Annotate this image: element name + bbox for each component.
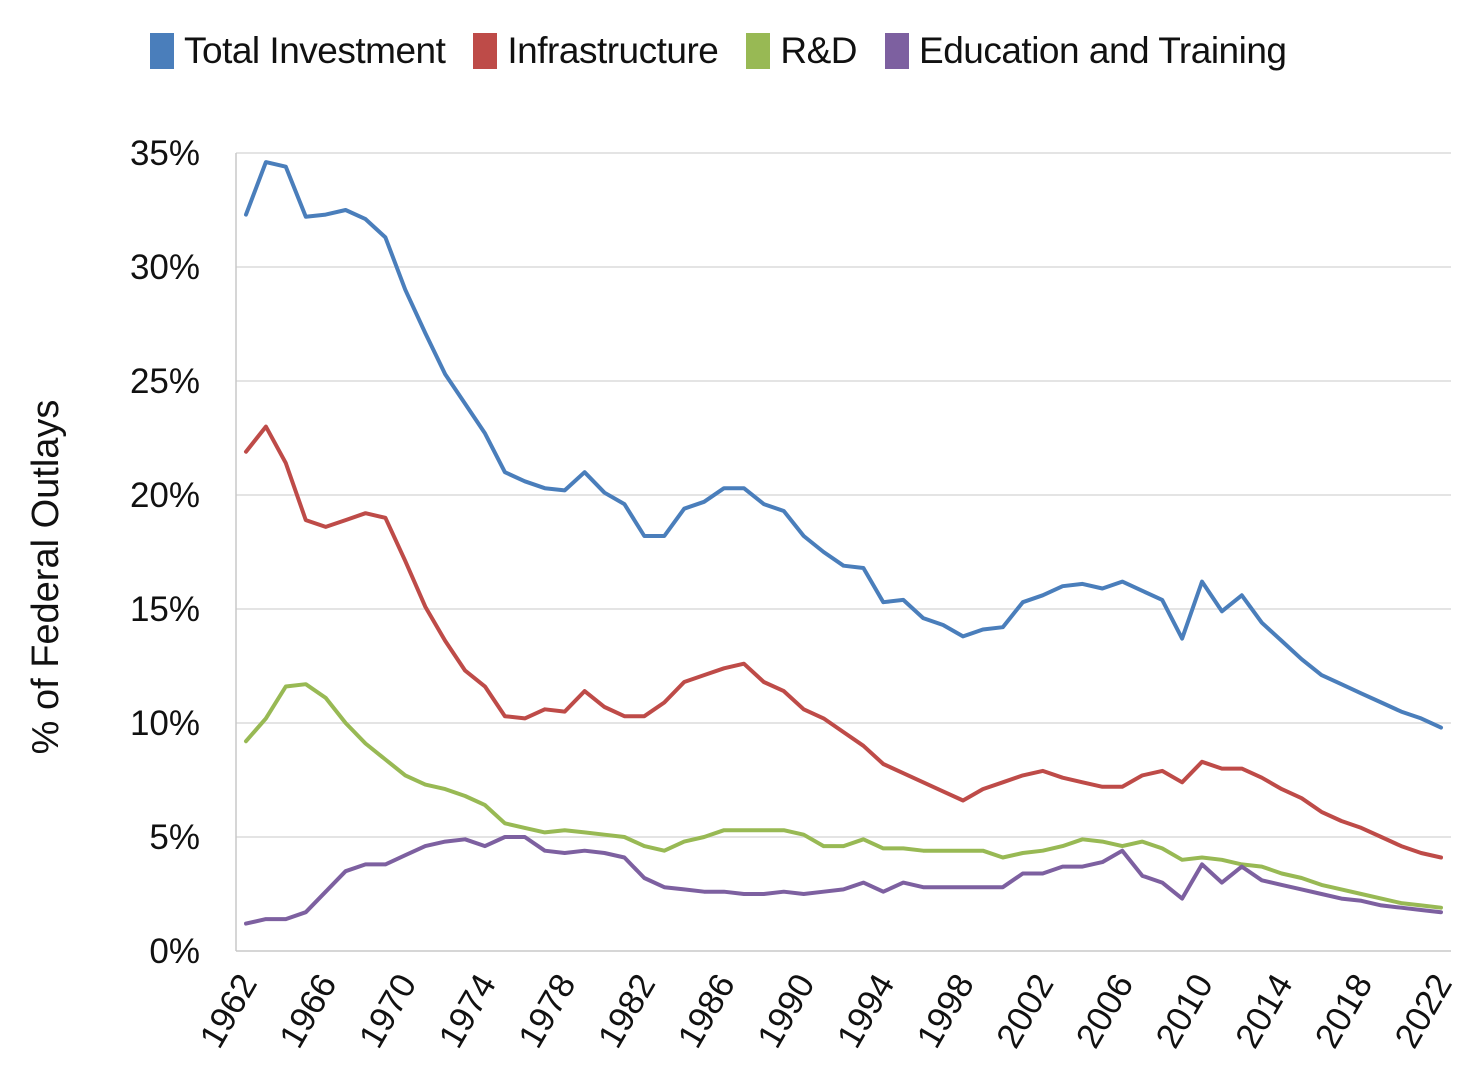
x-tick-label: 2006 bbox=[1069, 968, 1142, 1055]
x-tick-label: 2022 bbox=[1387, 968, 1460, 1055]
x-tick-label: 1970 bbox=[352, 968, 425, 1055]
x-tick-label: 1978 bbox=[511, 968, 584, 1055]
y-tick-label: 25% bbox=[130, 362, 200, 401]
x-tick-label: 2018 bbox=[1308, 968, 1381, 1055]
legend-swatch bbox=[746, 33, 771, 69]
y-tick-label: 15% bbox=[130, 590, 200, 629]
x-tick-label: 1998 bbox=[909, 968, 982, 1055]
series-line-r-d bbox=[244, 682, 1443, 910]
y-tick-label: 0% bbox=[149, 932, 200, 971]
legend-label: R&D bbox=[780, 30, 858, 71]
y-axis-label: % of Federal Outlays bbox=[25, 400, 67, 755]
legend-item: Education and Training bbox=[885, 30, 1287, 72]
series-line-infrastructure bbox=[244, 424, 1443, 860]
legend: Total Investment Infrastructure R&D Educati… bbox=[150, 30, 1315, 72]
legend-item: Total Investment bbox=[150, 30, 446, 72]
legend-swatch bbox=[473, 33, 498, 69]
y-tick-label: 5% bbox=[149, 818, 200, 857]
x-tick-label: 2014 bbox=[1228, 968, 1301, 1055]
y-tick-label: 10% bbox=[130, 704, 200, 743]
y-tick-label: 35% bbox=[130, 134, 200, 173]
y-tick-label: 30% bbox=[130, 248, 200, 287]
x-tick-label: 1974 bbox=[431, 968, 504, 1055]
legend-label: Education and Training bbox=[919, 30, 1287, 71]
x-tick-label: 2010 bbox=[1148, 968, 1221, 1055]
y-tick-label: 20% bbox=[130, 476, 200, 515]
x-tick-label: 2002 bbox=[989, 968, 1062, 1055]
x-tick-label: 1994 bbox=[830, 968, 903, 1055]
x-tick-label: 1982 bbox=[591, 968, 664, 1055]
x-tick-label: 1962 bbox=[192, 968, 265, 1055]
x-tick-label: 1990 bbox=[750, 968, 823, 1055]
legend-label: Infrastructure bbox=[507, 30, 719, 71]
legend-swatch bbox=[885, 33, 910, 69]
x-tick-label: 1966 bbox=[272, 968, 345, 1055]
x-tick-label: 1986 bbox=[670, 968, 743, 1055]
legend-item: Infrastructure bbox=[473, 30, 719, 72]
series-line-education-and-training bbox=[244, 835, 1443, 926]
legend-swatch bbox=[150, 33, 174, 69]
legend-item: R&D bbox=[746, 30, 858, 72]
series-line-total-investment bbox=[244, 160, 1443, 730]
legend-label: Total Investment bbox=[184, 30, 446, 71]
